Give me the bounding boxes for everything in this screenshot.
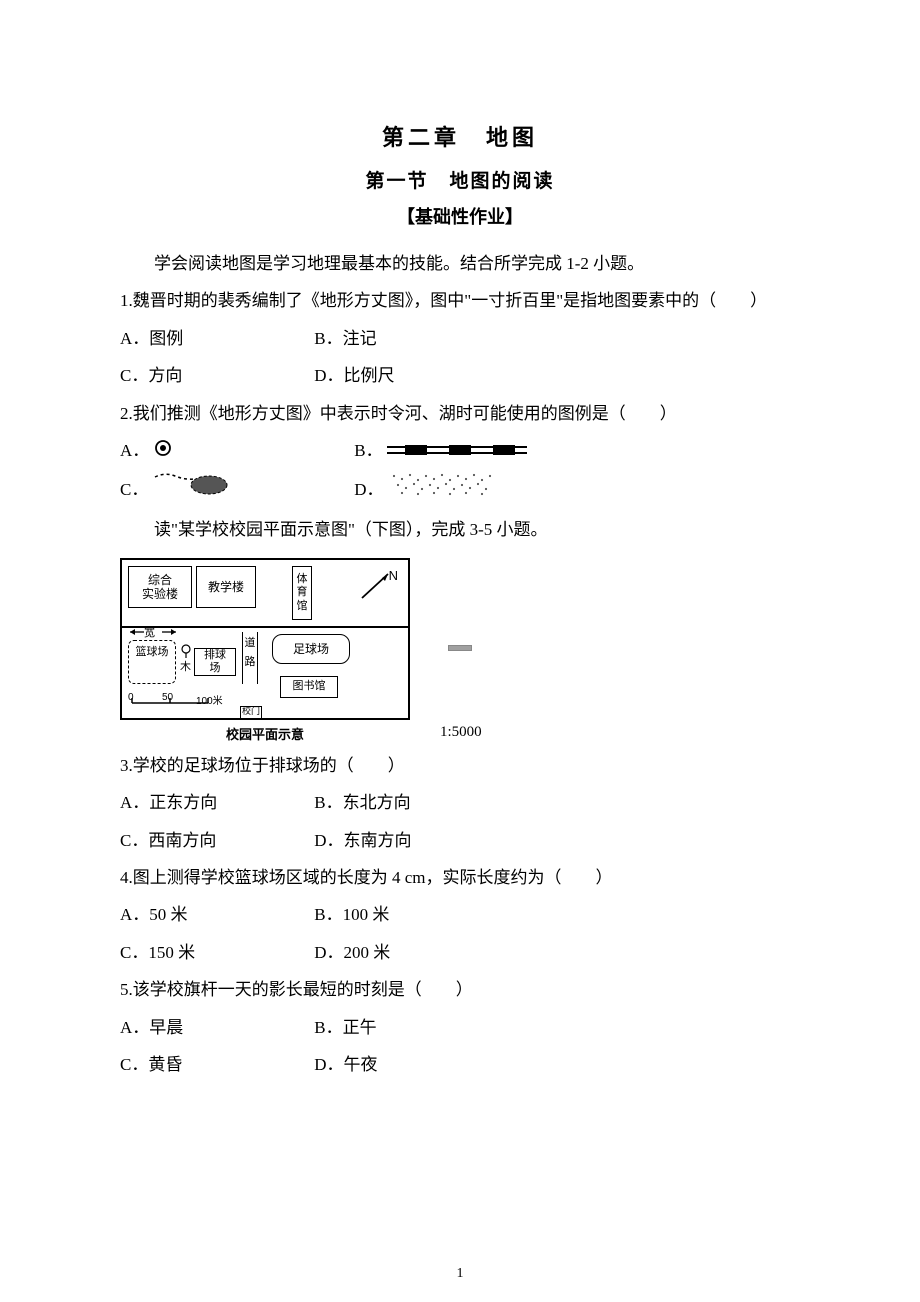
q5-stem: 5.该学校旗杆一天的影长最短的时刻是（ ） bbox=[120, 971, 800, 1008]
q2-options-row1: A． B． bbox=[120, 432, 800, 471]
scale-0: 0 bbox=[128, 692, 134, 703]
block-gym: 体育馆 bbox=[292, 566, 312, 620]
campus-bottom: 宽 篮球场 木 排球场 道 路 足球场 图书馆 bbox=[122, 628, 408, 718]
block-basketball: 篮球场 bbox=[128, 640, 176, 684]
q4-opt-b: B．100 米 bbox=[314, 896, 504, 933]
chapter-title: 第二章 地图 bbox=[120, 120, 800, 152]
q2-opt-d: D． bbox=[354, 471, 584, 511]
block-football: 足球场 bbox=[272, 634, 350, 664]
tree-label: 木 bbox=[180, 658, 191, 674]
q2-opt-a-label: A． bbox=[120, 441, 149, 460]
campus-top-row: 综合实验楼 教学楼 体育馆 N bbox=[122, 560, 408, 628]
figure-caption: 校园平面示意 bbox=[120, 724, 410, 743]
q5-options-row1: A．早晨 B．正午 bbox=[120, 1009, 800, 1046]
legend-sand-icon bbox=[388, 471, 498, 510]
campus-map: 综合实验楼 教学楼 体育馆 N bbox=[120, 558, 410, 720]
scale-ratio: 1:5000 bbox=[440, 724, 482, 741]
tree-icon bbox=[180, 644, 192, 658]
q2-opt-b: B． bbox=[354, 432, 584, 471]
q1-options-row2: C．方向 D．比例尺 bbox=[120, 357, 800, 394]
subsection-title: 【基础性作业】 bbox=[120, 203, 800, 229]
scale-bar: 0 50 100米 bbox=[128, 689, 238, 712]
q3-opt-d: D．东南方向 bbox=[314, 822, 504, 859]
q5-opt-c: C．黄昏 bbox=[120, 1046, 310, 1083]
legend-point-icon bbox=[154, 433, 172, 470]
q4-opt-c: C．150 米 bbox=[120, 934, 310, 971]
q5-opt-a: A．早晨 bbox=[120, 1009, 310, 1046]
q2-opt-c: C． bbox=[120, 471, 350, 511]
block-library: 图书馆 bbox=[280, 676, 338, 698]
q1-opt-b: B．注记 bbox=[314, 320, 504, 357]
north-arrow: N bbox=[316, 566, 402, 620]
block-volleyball: 排球场 bbox=[194, 648, 236, 676]
q4-stem: 4.图上测得学校篮球场区域的长度为 4 cm，实际长度约为（ ） bbox=[120, 859, 800, 896]
q2-opt-c-label: C． bbox=[120, 480, 148, 499]
page-number: 1 bbox=[0, 1266, 920, 1282]
q1-opt-c: C．方向 bbox=[120, 357, 310, 394]
section-title: 第一节 地图的阅读 bbox=[120, 166, 800, 193]
q5-opt-d: D．午夜 bbox=[314, 1046, 504, 1083]
q3-opt-b: B．东北方向 bbox=[314, 784, 504, 821]
q2-opt-b-label: B． bbox=[354, 441, 382, 460]
scale-50: 50 bbox=[162, 692, 173, 703]
north-label: N bbox=[389, 568, 398, 583]
legend-railway-icon bbox=[387, 433, 527, 470]
legend-intermittent-lake-icon bbox=[153, 471, 233, 510]
q3-opt-c: C．西南方向 bbox=[120, 822, 310, 859]
page: 第二章 地图 第一节 地图的阅读 【基础性作业】 学会阅读地图是学习地理最基本的… bbox=[0, 0, 920, 1302]
q3-options-row1: A．正东方向 B．东北方向 bbox=[120, 784, 800, 821]
q1-opt-a: A．图例 bbox=[120, 320, 310, 357]
block-road: 道 路 bbox=[242, 632, 258, 684]
q4-opt-d: D．200 米 bbox=[314, 934, 504, 971]
q2-opt-d-label: D． bbox=[354, 480, 383, 499]
pager-handle-icon bbox=[448, 645, 472, 651]
intro-text-1: 学会阅读地图是学习地理最基本的技能。结合所学完成 1-2 小题。 bbox=[120, 245, 800, 282]
q3-options-row2: C．西南方向 D．东南方向 bbox=[120, 822, 800, 859]
q2-stem: 2.我们推测《地形方丈图》中表示时令河、湖时可能使用的图例是（ ） bbox=[120, 395, 800, 432]
q1-options-row1: A．图例 B．注记 bbox=[120, 320, 800, 357]
q1-stem: 1.魏晋时期的裴秀编制了《地形方丈图》，图中"一寸折百里"是指地图要素中的（ ） bbox=[120, 282, 800, 319]
block-teach: 教学楼 bbox=[196, 566, 256, 608]
q2-options-row2: C． D． bbox=[120, 471, 800, 511]
intro-text-2: 读"某学校校园平面示意图"（下图），完成 3-5 小题。 bbox=[120, 511, 800, 548]
q4-options-row2: C．150 米 D．200 米 bbox=[120, 934, 800, 971]
width-label: 宽 bbox=[144, 624, 155, 640]
block-gate: 校门 bbox=[240, 706, 262, 719]
q5-opt-b: B．正午 bbox=[314, 1009, 504, 1046]
q3-stem: 3.学校的足球场位于排球场的（ ） bbox=[120, 747, 800, 784]
block-lab: 综合实验楼 bbox=[128, 566, 192, 608]
q1-opt-d: D．比例尺 bbox=[314, 357, 504, 394]
scale-100: 100米 bbox=[196, 692, 223, 707]
q4-opt-a: A．50 米 bbox=[120, 896, 310, 933]
q4-options-row1: A．50 米 B．100 米 bbox=[120, 896, 800, 933]
q3-opt-a: A．正东方向 bbox=[120, 784, 310, 821]
q5-options-row2: C．黄昏 D．午夜 bbox=[120, 1046, 800, 1083]
q2-opt-a: A． bbox=[120, 432, 350, 471]
